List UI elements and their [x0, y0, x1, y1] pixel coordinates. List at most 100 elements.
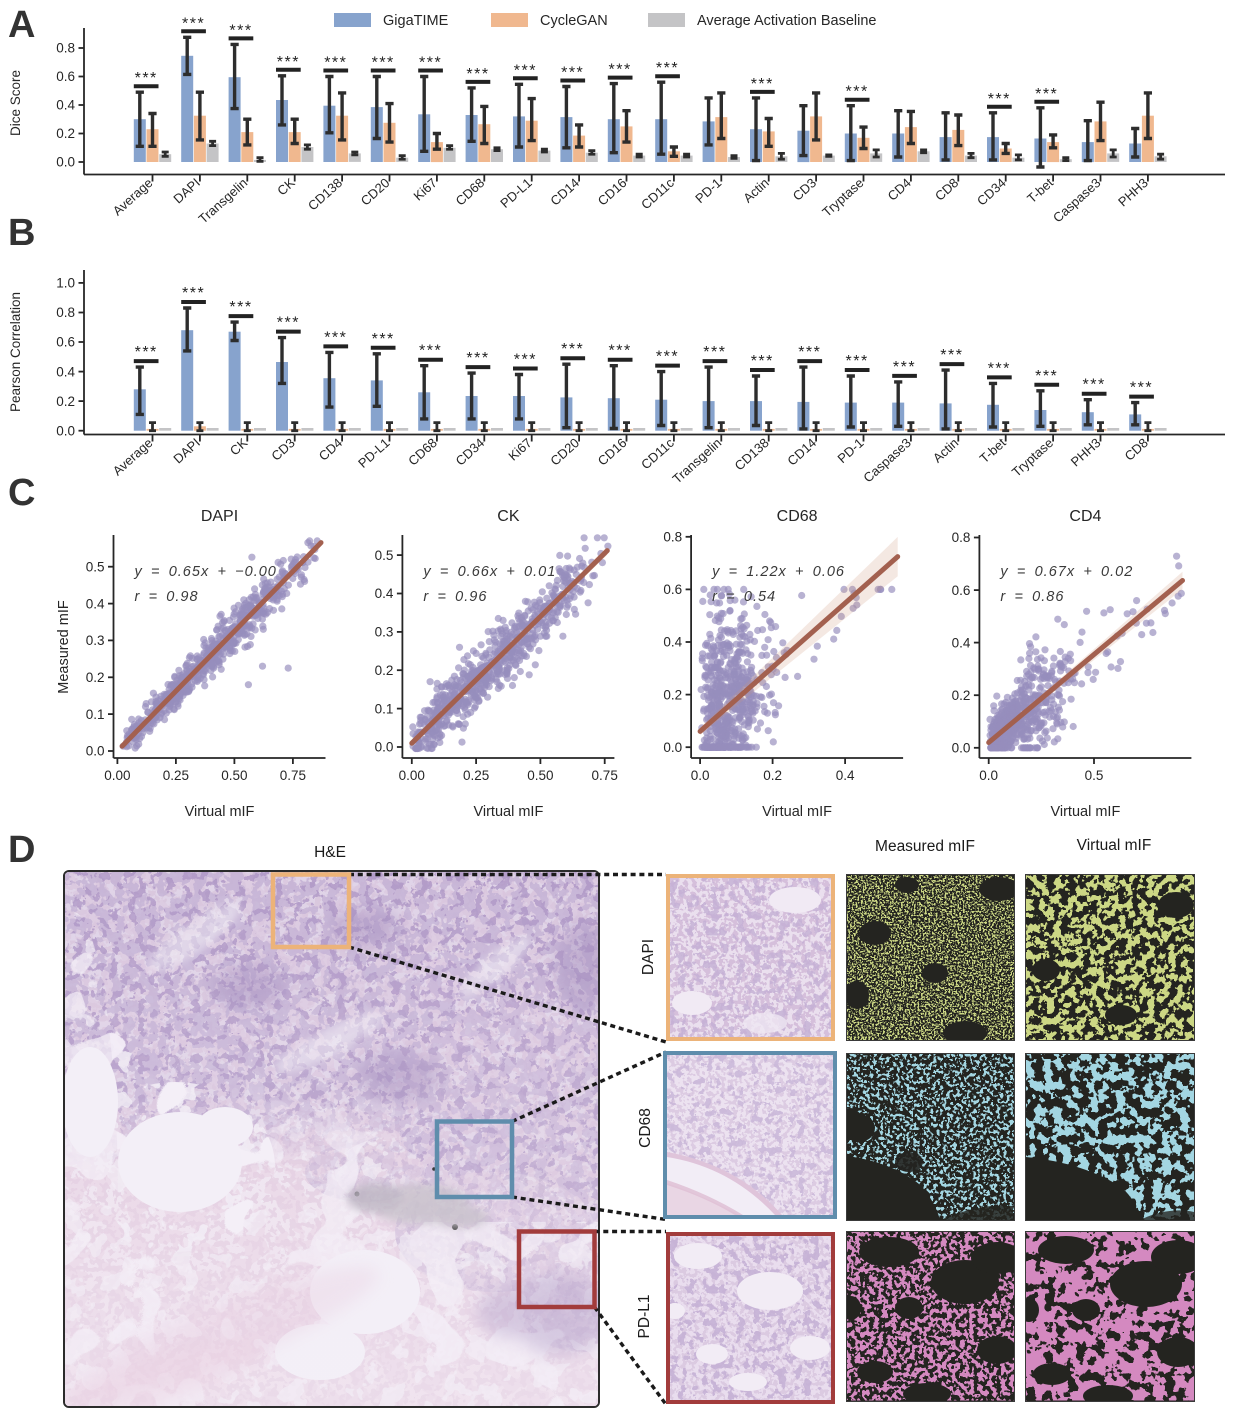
svg-text:r = 0.98: r = 0.98	[135, 589, 199, 605]
svg-text:0.0: 0.0	[952, 741, 971, 756]
svg-text:Transgelin: Transgelin	[670, 435, 725, 486]
svg-text:0.0: 0.0	[663, 740, 682, 755]
svg-text:0.3: 0.3	[86, 633, 105, 648]
svg-text:Measured mIF: Measured mIF	[875, 838, 975, 855]
svg-text:***: ***	[466, 350, 489, 367]
svg-text:0.6: 0.6	[952, 583, 971, 598]
svg-text:***: ***	[182, 15, 205, 32]
svg-text:CD8: CD8	[932, 175, 961, 204]
svg-text:T-bet: T-bet	[1024, 175, 1056, 206]
svg-text:CD20: CD20	[547, 435, 582, 468]
svg-text:Pearson Correlation: Pearson Correlation	[8, 292, 23, 412]
svg-text:CD20: CD20	[358, 175, 393, 208]
svg-text:DAPI: DAPI	[640, 939, 657, 975]
svg-text:***: ***	[988, 360, 1011, 377]
svg-text:0.75: 0.75	[280, 768, 306, 783]
svg-text:CD14: CD14	[547, 175, 582, 208]
svg-text:Average: Average	[110, 175, 156, 218]
svg-text:r = 0.96: r = 0.96	[423, 589, 487, 605]
svg-text:***: ***	[798, 344, 821, 361]
svg-text:r = 0.54: r = 0.54	[712, 589, 776, 605]
svg-text:D: D	[8, 830, 35, 871]
svg-text:0.6: 0.6	[56, 335, 75, 350]
svg-text:Virtual mIF: Virtual mIF	[1050, 804, 1120, 820]
svg-text:***: ***	[609, 62, 632, 79]
svg-text:0.3: 0.3	[375, 625, 394, 640]
svg-text:***: ***	[609, 343, 632, 360]
svg-text:***: ***	[893, 359, 916, 376]
svg-text:CD4: CD4	[316, 435, 345, 464]
svg-text:Tryptase: Tryptase	[819, 175, 866, 220]
svg-text:PD-L1: PD-L1	[355, 435, 392, 471]
svg-text:0.75: 0.75	[592, 768, 618, 783]
svg-text:***: ***	[419, 55, 442, 72]
svg-text:***: ***	[372, 331, 395, 348]
svg-text:0.4: 0.4	[56, 364, 75, 379]
svg-text:DAPI: DAPI	[170, 175, 203, 206]
svg-text:***: ***	[324, 55, 347, 72]
svg-text:***: ***	[751, 76, 774, 93]
svg-text:0.8: 0.8	[56, 41, 75, 56]
svg-text:1.0: 1.0	[56, 276, 75, 291]
svg-text:0.2: 0.2	[375, 663, 394, 678]
svg-text:0.5: 0.5	[86, 559, 105, 574]
svg-text:CD3: CD3	[790, 175, 819, 204]
svg-text:Average Activation Baseline: Average Activation Baseline	[697, 13, 877, 29]
svg-text:0.0: 0.0	[691, 768, 710, 783]
svg-text:0.50: 0.50	[221, 768, 247, 783]
svg-text:r = 0.86: r = 0.86	[1000, 589, 1064, 605]
svg-text:Virtual mIF: Virtual mIF	[473, 804, 543, 820]
svg-text:***: ***	[1083, 377, 1106, 394]
svg-text:PHH3: PHH3	[1115, 175, 1151, 209]
svg-text:PD-L1: PD-L1	[636, 1295, 653, 1339]
svg-text:0.00: 0.00	[104, 768, 130, 783]
svg-text:CD4: CD4	[1069, 508, 1101, 525]
svg-text:***: ***	[846, 84, 869, 101]
svg-text:***: ***	[277, 315, 300, 332]
svg-text:***: ***	[229, 299, 252, 316]
svg-text:0.0: 0.0	[56, 423, 75, 438]
svg-text:CD14: CD14	[784, 435, 819, 468]
svg-text:y = 0.66x + 0.01: y = 0.66x + 0.01	[422, 564, 556, 580]
svg-text:CD11c: CD11c	[638, 435, 677, 472]
svg-text:y = 1.22x + 0.06: y = 1.22x + 0.06	[711, 564, 845, 580]
svg-text:***: ***	[324, 329, 347, 346]
svg-text:T-bet: T-bet	[977, 435, 1009, 466]
svg-text:0.4: 0.4	[56, 98, 75, 113]
svg-text:Virtual mIF: Virtual mIF	[1077, 837, 1152, 854]
svg-text:***: ***	[229, 22, 252, 39]
svg-text:***: ***	[656, 349, 679, 366]
svg-text:0.5: 0.5	[375, 548, 394, 563]
svg-text:Ki67: Ki67	[411, 175, 440, 204]
svg-text:CD4: CD4	[885, 175, 914, 204]
svg-text:Actin: Actin	[930, 435, 962, 465]
svg-text:***: ***	[751, 353, 774, 370]
svg-text:0.4: 0.4	[663, 635, 682, 650]
svg-text:CD16: CD16	[595, 175, 630, 208]
svg-text:***: ***	[277, 54, 300, 71]
svg-text:***: ***	[703, 344, 726, 361]
svg-text:Tryptase: Tryptase	[1009, 435, 1056, 480]
svg-text:0.0: 0.0	[375, 740, 394, 755]
svg-text:Caspase3: Caspase3	[1050, 175, 1104, 225]
svg-text:0.1: 0.1	[86, 707, 105, 722]
svg-text:CD11c: CD11c	[638, 175, 677, 212]
svg-text:PHH3: PHH3	[1068, 435, 1104, 469]
svg-text:PD-1: PD-1	[692, 175, 724, 206]
svg-text:0.0: 0.0	[86, 744, 105, 759]
svg-text:0.8: 0.8	[56, 305, 75, 320]
svg-text:PD-1: PD-1	[834, 435, 866, 466]
svg-text:***: ***	[182, 285, 205, 302]
svg-text:0.4: 0.4	[952, 635, 971, 650]
svg-text:0.0: 0.0	[56, 155, 75, 170]
svg-text:CycleGAN: CycleGAN	[540, 13, 608, 29]
svg-text:0.00: 0.00	[399, 768, 425, 783]
svg-text:GigaTIME: GigaTIME	[383, 13, 449, 29]
svg-text:Actin: Actin	[740, 175, 772, 205]
svg-text:0.8: 0.8	[663, 530, 682, 545]
svg-text:CD3: CD3	[268, 435, 297, 464]
svg-text:***: ***	[561, 65, 584, 82]
svg-text:Virtual mIF: Virtual mIF	[185, 804, 255, 820]
svg-text:0.2: 0.2	[663, 687, 682, 702]
svg-text:Ki67: Ki67	[505, 435, 534, 464]
